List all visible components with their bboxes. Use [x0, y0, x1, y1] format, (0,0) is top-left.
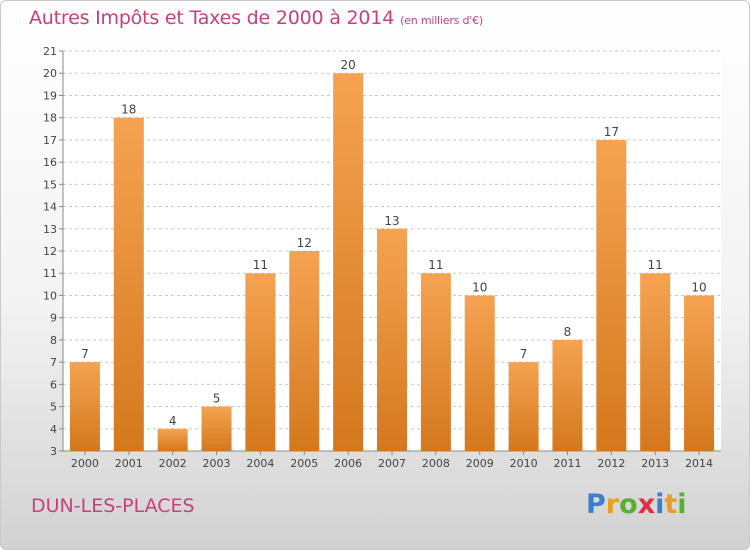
bar [552, 339, 583, 451]
bar [245, 273, 276, 451]
y-tick-label: 8 [50, 334, 57, 347]
data-label: 20 [340, 58, 355, 72]
y-tick-label: 4 [50, 423, 57, 436]
y-tick-label: 18 [43, 112, 57, 125]
x-tick-label: 2007 [378, 457, 406, 470]
bar [377, 228, 407, 451]
data-label: 11 [648, 258, 663, 272]
data-label: 5 [213, 392, 221, 406]
y-tick-label: 20 [43, 67, 57, 80]
chart-title: Autres Impôts et Taxes de 2000 à 2014 (en… [29, 7, 483, 29]
bar [508, 362, 539, 451]
title-unit: (en milliers d'€) [400, 14, 483, 27]
data-label: 4 [169, 414, 177, 428]
x-tick-label: 2012 [597, 457, 625, 470]
y-tick-label: 5 [50, 401, 57, 414]
logo-letter: P [586, 489, 606, 520]
bar [640, 273, 671, 451]
logo-letter: o [619, 489, 638, 520]
logo-letter: x [637, 489, 656, 520]
data-label: 10 [691, 280, 706, 294]
x-tick-label: 2013 [641, 457, 669, 470]
bar [113, 117, 144, 452]
data-label: 11 [253, 258, 268, 272]
y-tick-label: 21 [43, 45, 57, 58]
x-tick-label: 2005 [290, 457, 318, 470]
y-tick-label: 9 [50, 312, 57, 325]
bar [684, 295, 715, 451]
y-tick-label: 13 [43, 223, 57, 236]
bar [69, 362, 100, 451]
data-label: 17 [604, 125, 619, 139]
x-tick-label: 2008 [422, 457, 450, 470]
y-tick-label: 6 [50, 378, 57, 391]
data-label: 7 [520, 347, 528, 361]
bar [420, 273, 451, 451]
y-tick-label: 12 [43, 245, 57, 258]
y-tick-label: 3 [50, 445, 57, 458]
y-tick-label: 14 [43, 201, 57, 214]
y-tick-label: 15 [43, 178, 57, 191]
bar [201, 406, 232, 451]
data-label: 7 [81, 347, 89, 361]
bar [289, 251, 320, 451]
x-tick-label: 2011 [553, 457, 581, 470]
bar [157, 428, 188, 451]
x-tick-label: 2002 [159, 457, 187, 470]
data-label: 12 [297, 236, 312, 250]
x-tick-label: 2000 [71, 457, 99, 470]
place-name: DUN-LES-PLACES [31, 495, 195, 517]
x-tick-label: 2003 [203, 457, 231, 470]
logo-letter: t [664, 489, 678, 520]
proxiti-logo: Proxiti [586, 489, 687, 520]
logo-letter: i [677, 489, 687, 520]
bar [464, 295, 495, 451]
x-tick-label: 2001 [115, 457, 143, 470]
title-text: Autres Impôts et Taxes de 2000 à 2014 [29, 7, 395, 29]
y-tick-label: 16 [43, 156, 57, 169]
logo-letter: i [655, 489, 665, 520]
y-tick-label: 11 [43, 267, 57, 280]
y-tick-label: 10 [43, 289, 57, 302]
data-label: 11 [428, 258, 443, 272]
data-label: 13 [384, 214, 399, 228]
data-label: 8 [564, 325, 572, 339]
data-label: 18 [121, 103, 136, 117]
logo-letter: r [605, 489, 620, 520]
x-tick-label: 2014 [685, 457, 713, 470]
bar [596, 139, 627, 451]
x-tick-label: 2004 [246, 457, 274, 470]
y-tick-label: 17 [43, 134, 57, 147]
x-tick-label: 2009 [466, 457, 494, 470]
x-tick-label: 2006 [334, 457, 362, 470]
x-tick-label: 2010 [510, 457, 538, 470]
y-tick-label: 19 [43, 89, 57, 102]
bar [333, 73, 364, 451]
y-tick-label: 7 [50, 356, 57, 369]
data-label: 10 [472, 280, 487, 294]
